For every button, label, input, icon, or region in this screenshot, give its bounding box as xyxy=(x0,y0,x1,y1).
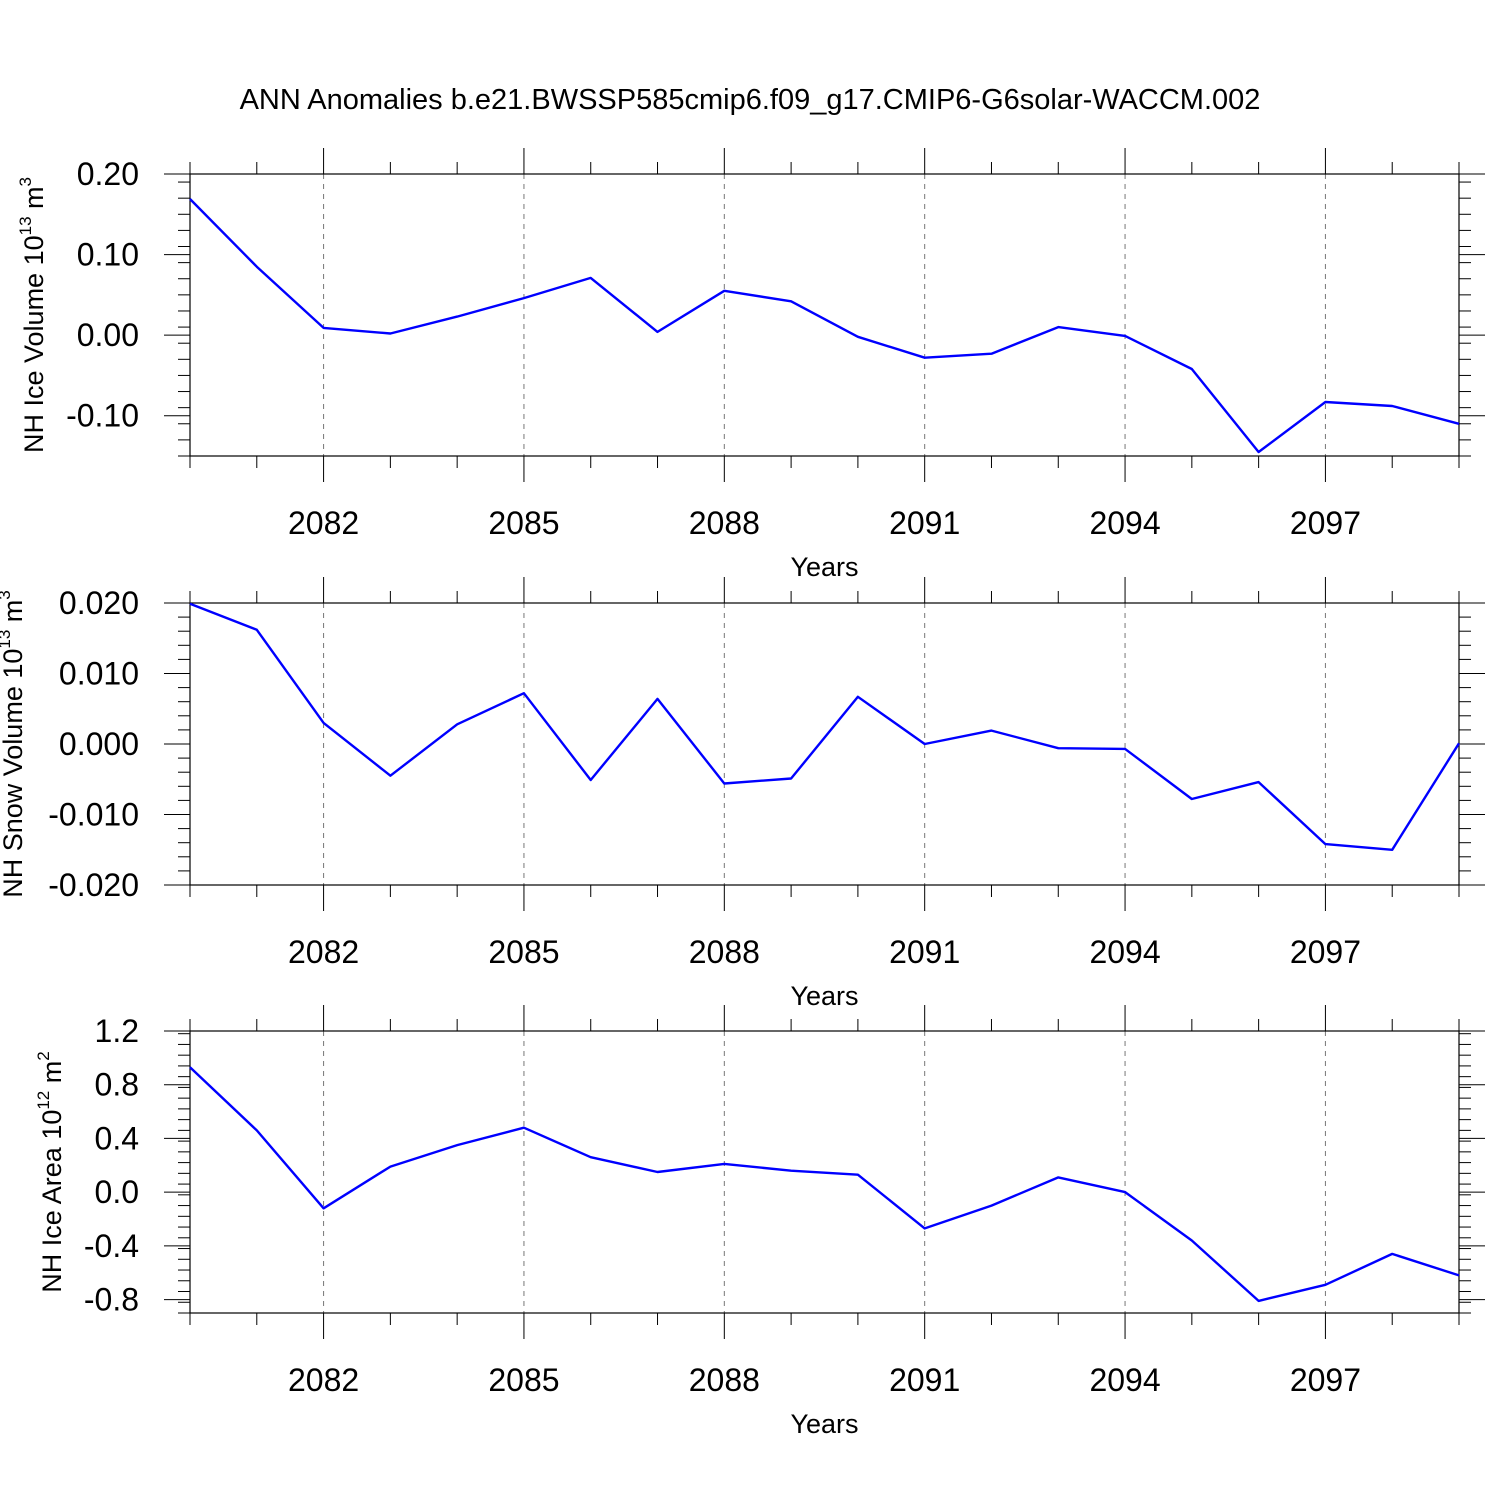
y-axis-label-superscript: 2 xyxy=(34,1051,53,1060)
x-tick-label: 2085 xyxy=(488,934,559,970)
y-tick-label: -0.10 xyxy=(66,398,139,434)
y-axis-label-superscript: 13 xyxy=(16,216,35,235)
y-axis-label-part: m xyxy=(37,1061,67,1091)
series-line-1 xyxy=(189,198,1460,454)
y-axis-label-part: NH Ice Volume 10 xyxy=(19,235,49,453)
panel-2: 2082 2085 2088 2091 2094 2097 Years 0.020 0.010 0… xyxy=(0,577,1485,1011)
y-tick-label: 0.010 xyxy=(59,656,139,692)
x-tick-label: 2085 xyxy=(488,1362,559,1398)
y-tick-label: -0.4 xyxy=(84,1228,139,1264)
plot-frame xyxy=(189,173,1460,457)
y-tick-label: 0.20 xyxy=(77,156,139,192)
x-tick-label: 2085 xyxy=(488,505,559,541)
y-axis-label-part: m xyxy=(0,600,28,630)
x-tick-label: 2088 xyxy=(689,1362,760,1398)
series-line-3 xyxy=(189,1066,1460,1303)
x-tick-label: 2091 xyxy=(889,1362,960,1398)
series-line-2 xyxy=(189,602,1461,851)
x-axis-label: Years xyxy=(790,981,858,1011)
y-tick-label: 0.0 xyxy=(95,1174,139,1210)
x-tick-label: 2091 xyxy=(889,934,960,970)
x-tick-label: 2088 xyxy=(689,505,760,541)
x-tick-label: 2091 xyxy=(889,505,960,541)
x-axis-label: Years xyxy=(790,1409,858,1439)
y-tick-label: 0.00 xyxy=(77,317,139,353)
y-axis-label: NH Ice Area 1012 m2 xyxy=(34,1051,67,1292)
x-tick-label: 2094 xyxy=(1089,505,1160,541)
y-axis-label-part: m xyxy=(19,186,49,216)
y-axis-label: NH Snow Volume 1013 m3 xyxy=(0,590,28,898)
y-tick-label: 0.000 xyxy=(59,726,139,762)
x-tick-label: 2097 xyxy=(1290,1362,1361,1398)
y-tick-label: 1.2 xyxy=(95,1013,139,1049)
y-axis-label: NH Ice Volume 1013 m3 xyxy=(16,177,49,453)
y-axis-label-superscript: 3 xyxy=(0,590,14,599)
y-axis-label-superscript: 12 xyxy=(34,1091,53,1110)
y-axis-label-part: NH Snow Volume 10 xyxy=(0,649,28,898)
x-tick-label: 2097 xyxy=(1290,505,1361,541)
y-tick-label: 0.8 xyxy=(95,1067,139,1103)
x-axis-label: Years xyxy=(790,552,858,582)
y-tick-label: 0.10 xyxy=(77,237,139,273)
panel-1: 2082 2085 2088 2091 2094 2097 Years 0.20 0.10 0.0… xyxy=(16,148,1485,582)
chart-title: ANN Anomalies b.e21.BWSSP585cmip6.f09_g1… xyxy=(239,84,1261,116)
y-tick-label: -0.010 xyxy=(48,797,139,833)
x-tick-label: 2082 xyxy=(288,1362,359,1398)
panel-3: 2082 2085 2088 2091 2094 2097 Years 1.2 0.8 0.4 0.… xyxy=(34,1005,1485,1439)
plot-frame xyxy=(189,1030,1460,1314)
x-tick-label: 2082 xyxy=(288,505,359,541)
y-tick-label: 0.4 xyxy=(95,1120,139,1156)
x-tick-label: 2094 xyxy=(1089,1362,1160,1398)
plot-frame xyxy=(189,602,1460,886)
y-tick-label: -0.8 xyxy=(84,1282,139,1318)
x-tick-label: 2094 xyxy=(1089,934,1160,970)
y-axis-label-part: NH Ice Area 10 xyxy=(37,1110,67,1293)
x-tick-label: 2088 xyxy=(689,934,760,970)
y-tick-label: -0.020 xyxy=(48,867,139,903)
y-axis-label-superscript: 13 xyxy=(0,630,14,649)
x-tick-label: 2097 xyxy=(1290,934,1361,970)
y-tick-label: 0.020 xyxy=(59,585,139,621)
y-axis-label-superscript: 3 xyxy=(16,177,35,186)
x-tick-label: 2082 xyxy=(288,934,359,970)
